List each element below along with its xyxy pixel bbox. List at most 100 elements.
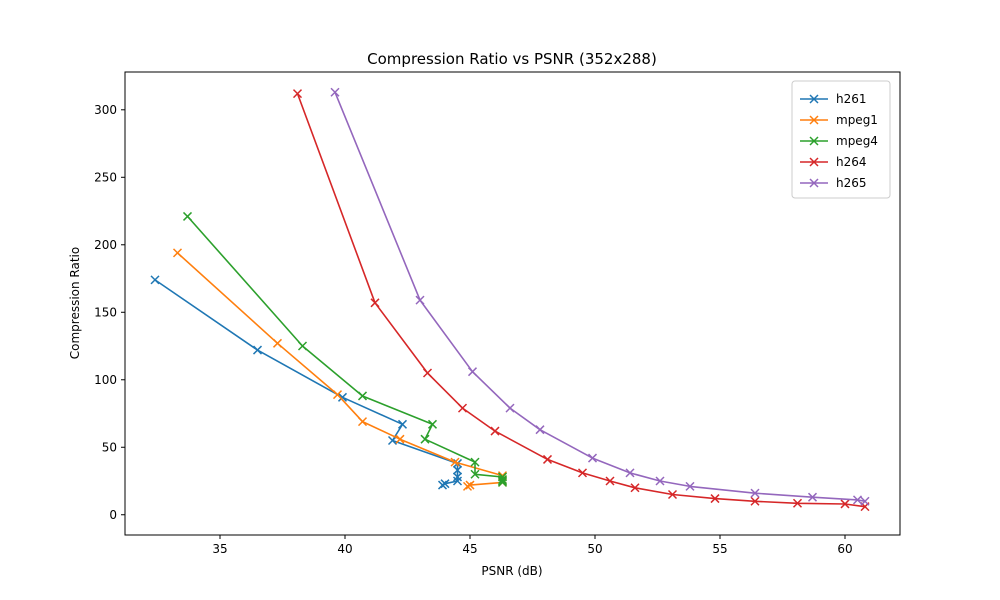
data-point-h264: [490, 426, 500, 436]
legend-marker-mpeg1: [809, 115, 819, 125]
data-point-mpeg4: [357, 391, 368, 401]
x-tick-label: 35: [212, 542, 227, 556]
data-point-h261: [440, 479, 450, 489]
legend-item-mpeg4: mpeg4: [800, 134, 878, 148]
data-point-h264: [605, 476, 615, 486]
data-point-h265: [807, 492, 818, 502]
data-point-h264: [577, 468, 588, 478]
x-tick-label: 55: [712, 542, 727, 556]
data-point-h264: [370, 298, 380, 308]
data-point-mpeg1: [172, 248, 183, 258]
legend-marker-h265: [809, 178, 819, 188]
data-point-h261: [437, 480, 448, 490]
data-point-h265: [587, 453, 598, 463]
x-tick-label: 50: [587, 542, 602, 556]
data-point-mpeg4: [420, 434, 430, 444]
data-point-mpeg4: [182, 211, 193, 221]
y-tick-label: 100: [94, 373, 117, 387]
legend-marker-mpeg4: [809, 136, 819, 146]
data-point-h261: [397, 419, 408, 429]
data-point-h261: [150, 275, 160, 285]
data-point-mpeg4: [497, 475, 508, 485]
data-point-h265: [750, 488, 760, 498]
x-axis-ticks: 35 40 45 50 55 60: [212, 535, 853, 556]
data-point-h261: [252, 345, 263, 355]
data-point-h264: [792, 498, 803, 508]
data-point-mpeg4: [427, 419, 438, 429]
series-h264: [292, 89, 870, 512]
data-point-h261: [452, 476, 463, 486]
plot-area: [150, 87, 870, 512]
y-tick-label: 200: [94, 238, 117, 252]
data-point-mpeg1: [332, 390, 343, 400]
data-point-mpeg1: [465, 480, 475, 490]
legend-label: mpeg4: [836, 134, 878, 148]
data-point-h261: [387, 435, 398, 446]
series-line-h264: [296, 93, 866, 508]
x-axis-label: PSNR (dB): [481, 564, 542, 578]
data-point-mpeg4: [497, 476, 508, 486]
data-point-h264: [542, 454, 553, 464]
data-point-h265: [625, 468, 635, 478]
series-h265: [330, 87, 870, 506]
legend-label: mpeg1: [836, 113, 878, 127]
data-point-h264: [292, 89, 303, 99]
legend-box: [791, 80, 891, 199]
data-point-mpeg4: [497, 477, 508, 487]
data-point-h261: [452, 465, 463, 475]
data-point-h264: [422, 368, 433, 378]
y-tick-label: 250: [94, 170, 117, 184]
data-point-h265: [415, 295, 425, 305]
data-point-h261: [337, 392, 348, 402]
data-point-h264: [630, 483, 640, 493]
data-point-mpeg1: [357, 417, 368, 427]
data-point-h265: [655, 476, 665, 486]
data-point-h264: [457, 403, 468, 413]
data-point-mpeg1: [272, 338, 283, 348]
y-tick-label: 50: [102, 440, 117, 454]
data-point-h265: [467, 367, 478, 377]
x-tick-label: 60: [837, 542, 852, 556]
axes-frame: [124, 71, 901, 536]
legend-label: h261: [836, 92, 867, 106]
data-point-mpeg1: [462, 481, 473, 491]
data-point-mpeg1: [395, 434, 405, 444]
chart-title: Compression Ratio vs PSNR (352x288): [367, 50, 657, 68]
data-point-h265: [685, 481, 695, 491]
y-tick-label: 150: [94, 305, 117, 319]
legend-item-h265: h265: [800, 176, 867, 190]
legend-label: h264: [836, 155, 867, 169]
legend-marker-h264: [809, 157, 819, 167]
data-point-mpeg4: [470, 457, 480, 467]
legend-item-mpeg1: mpeg1: [800, 113, 878, 127]
legend-marker-h261: [809, 94, 819, 104]
series-line-h265: [334, 91, 866, 503]
legend-item-h261: h261: [800, 92, 867, 106]
y-axis-label: Compression Ratio: [68, 247, 82, 360]
data-point-mpeg1: [450, 457, 460, 467]
data-point-h261: [452, 472, 463, 482]
legend-item-h264: h264: [800, 155, 867, 169]
series-h261: [150, 275, 463, 490]
data-point-h264: [667, 489, 678, 500]
data-point-h265: [860, 496, 870, 506]
data-point-h265: [535, 425, 545, 435]
x-tick-label: 45: [462, 542, 477, 556]
data-point-h265: [505, 403, 515, 413]
data-point-h265: [852, 495, 863, 505]
x-tick-label: 40: [337, 542, 352, 556]
y-axis-ticks: 0 50 100 150 200 250 300: [94, 103, 125, 522]
series-line-h261: [154, 279, 459, 486]
y-tick-label: 300: [94, 103, 117, 117]
data-point-mpeg4: [297, 341, 308, 351]
y-tick-label: 0: [109, 508, 117, 522]
legend: h261 mpeg1 mpeg4 h264 h265: [791, 80, 891, 199]
data-point-h264: [710, 494, 720, 504]
data-point-h264: [840, 499, 850, 509]
data-point-h264: [750, 496, 760, 506]
series-line-mpeg1: [176, 252, 504, 488]
data-point-h265: [330, 87, 340, 97]
series-mpeg4: [182, 211, 508, 487]
legend-label: h265: [836, 176, 867, 190]
